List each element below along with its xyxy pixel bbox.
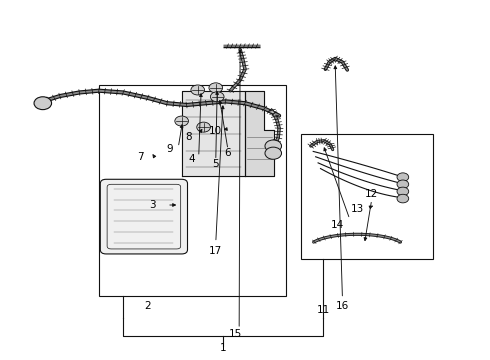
Circle shape (175, 116, 189, 126)
Circle shape (397, 187, 409, 196)
Text: 9: 9 (166, 144, 173, 154)
Circle shape (265, 140, 282, 152)
Text: 17: 17 (209, 247, 222, 256)
Circle shape (210, 92, 224, 102)
Bar (301, 134, 433, 258)
Text: 3: 3 (149, 200, 156, 210)
Text: 16: 16 (336, 301, 349, 311)
Text: 11: 11 (317, 305, 330, 315)
Text: 4: 4 (188, 154, 195, 163)
Text: 12: 12 (365, 189, 378, 199)
Circle shape (191, 85, 204, 95)
Text: 6: 6 (224, 148, 231, 158)
Polygon shape (182, 91, 245, 176)
Text: 2: 2 (144, 301, 151, 311)
Circle shape (197, 122, 210, 132)
Text: 10: 10 (209, 126, 222, 136)
Text: 14: 14 (331, 220, 344, 230)
Text: 15: 15 (229, 329, 242, 339)
Circle shape (397, 173, 409, 181)
Text: 5: 5 (213, 159, 219, 169)
Text: 1: 1 (220, 343, 226, 353)
Circle shape (397, 194, 409, 203)
Text: 13: 13 (350, 204, 364, 214)
Bar (99, 85, 287, 296)
Circle shape (397, 180, 409, 189)
Text: 7: 7 (137, 153, 144, 162)
FancyBboxPatch shape (100, 179, 188, 254)
Circle shape (209, 83, 222, 93)
Polygon shape (245, 91, 274, 176)
Text: 8: 8 (186, 132, 192, 142)
Circle shape (34, 97, 51, 110)
Circle shape (265, 147, 282, 159)
